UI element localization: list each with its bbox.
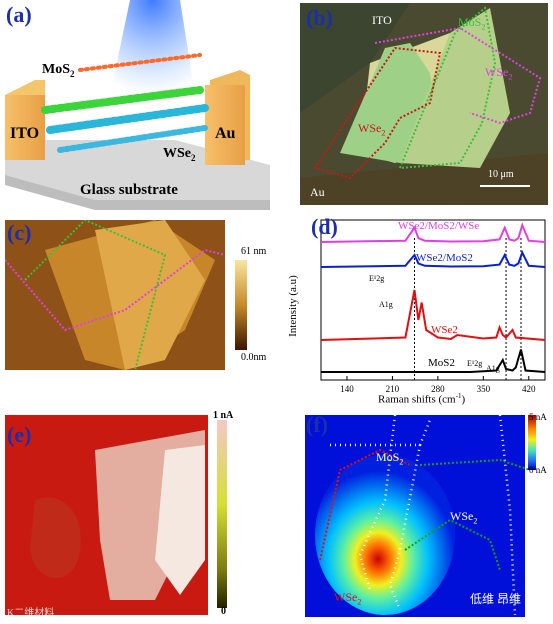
afm-green-outline: [24, 220, 167, 371]
peak-a1g-mos2: A1g: [486, 364, 500, 373]
photocurrent-colorbar: [528, 415, 536, 470]
glass-substrate: [5, 140, 270, 200]
raman-frame: [320, 219, 546, 381]
raman-series-0: [320, 222, 546, 243]
panel-b: (b) ITO MoS2 WSe2 WSe2 Au 10 μm: [300, 3, 548, 205]
x-tick-label: 140: [340, 384, 354, 394]
device-schematic: [5, 0, 270, 210]
mos2-label-f: MoS2: [376, 450, 404, 467]
panel-f: (f) 5 nA 0 nA MoS2 WSe2 WSe2 低维 昂维: [300, 410, 553, 622]
cafm-cbar-min: 0: [221, 606, 226, 617]
raman-series-2: [320, 289, 546, 341]
panel-label-a: (a): [6, 2, 32, 27]
label-wse2: WSe2: [431, 324, 458, 336]
afm-image: [5, 220, 247, 371]
label-mos2: MoS2: [428, 357, 455, 369]
photocurrent-cbar-min: 0 nA: [529, 465, 547, 475]
wse2-left-label-b: WSe2: [358, 121, 386, 138]
mos2-label: MoS2: [42, 62, 75, 79]
panel-e: (e) 1 nA 0 K二维材料: [5, 410, 280, 620]
wse2-left-label-f: WSe2: [334, 590, 362, 607]
panel-label-b: (b): [306, 5, 333, 30]
scalebar-label: 10 μm: [488, 169, 514, 180]
peak-e2g-wse2: E¹2g: [369, 274, 385, 283]
peak-a1g-wse2: A1g: [379, 300, 393, 309]
photocurrent-hotspot: [315, 455, 455, 615]
x-tick-label: 280: [431, 384, 445, 394]
photocurrent-cbar-max: 5 nA: [529, 412, 547, 422]
panel-label-d: (d): [311, 214, 338, 239]
ito-label: ITO: [10, 125, 40, 142]
x-tick-label: 420: [522, 384, 536, 394]
wse2-right-outline: [374, 26, 542, 125]
raman-chart: 140 210 280 350 420: [320, 219, 546, 394]
ito-label-b: ITO: [372, 13, 392, 27]
afm-cbar-min: 0.0nm: [241, 352, 267, 363]
raman-xlabel: Raman shifts (cm-1): [378, 392, 466, 406]
scalebar: [480, 185, 530, 187]
au-label: Au: [215, 125, 236, 142]
afm-colorbar: [235, 260, 247, 350]
raman-ylabel: Intensity (a.u): [287, 275, 299, 337]
wse2-right-label-f: WSe2: [450, 509, 478, 526]
afm-cbar-max: 61 nm: [241, 246, 267, 257]
raman-series-1: [320, 250, 546, 268]
light-beam: [110, 0, 195, 95]
wse2-left-outline: [313, 46, 442, 180]
afm-magenta-outline: [5, 248, 226, 332]
watermark-right: 低维 昂维: [470, 592, 522, 606]
panel-label-f: (f): [306, 412, 328, 437]
x-tick-label: 350: [477, 384, 491, 394]
watermark-left: K二维材料: [7, 608, 55, 619]
wse2-right-outline-f: [404, 518, 501, 571]
raman-series-3: [321, 349, 546, 373]
panel-label-c: (c): [7, 220, 32, 245]
x-tick-label: 210: [386, 384, 400, 394]
photocurrent-map: [305, 414, 536, 617]
mos2-outline: [398, 6, 497, 170]
cafm-image: [5, 415, 227, 615]
peak-e2g-mos2: E¹2g: [467, 359, 483, 368]
label-wse2-mos2: WSe2/MoS2: [416, 252, 473, 264]
substrate-label: Glass substrate: [80, 182, 178, 198]
panel-c: (c) 61 nm 0.0nm: [5, 220, 280, 372]
panel-d: 140 210 280 350 420 (d) Intensity (a.u) Rama…: [283, 212, 551, 412]
au-label-b: Au: [310, 185, 325, 199]
wse2-left-outline-f: [319, 448, 411, 561]
panel-a: (a) MoS2 ITO Au WSe2 Glass substrate: [0, 0, 275, 215]
mos2-label-b: MoS2: [458, 15, 486, 32]
mos2-outline-f: [358, 414, 397, 591]
cafm-colorbar: [217, 420, 227, 608]
lattice-layers: [41, 53, 209, 153]
cafm-cbar-max: 1 nA: [213, 410, 234, 421]
optical-image: [300, 3, 548, 205]
label-wse2-mos2-wse: WSe2/MoS2/WSe: [398, 220, 480, 232]
wse2-right-label-b: WSe2: [485, 65, 513, 82]
panel-label-e: (e): [7, 422, 32, 447]
wse2-label: WSe2: [163, 146, 196, 163]
